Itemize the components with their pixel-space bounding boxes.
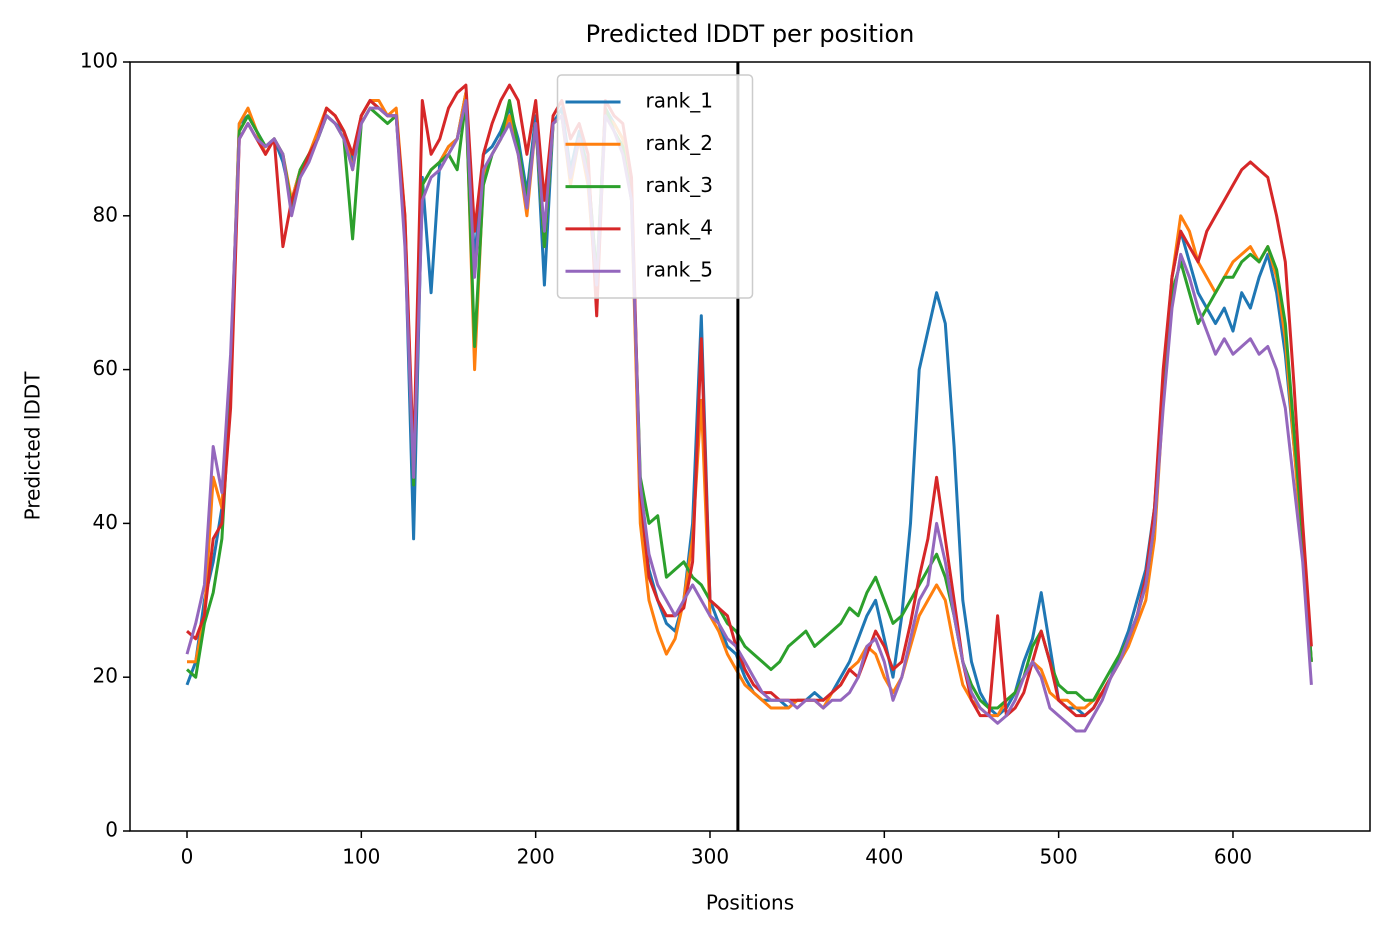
- legend-label: rank_5: [646, 258, 713, 282]
- x-tick-label: 200: [517, 845, 555, 869]
- legend-label: rank_1: [646, 89, 713, 113]
- plot-frame: [129, 61, 1371, 832]
- y-tick-label: 20: [93, 664, 118, 688]
- y-tick-label: 40: [93, 510, 118, 534]
- x-tick-label: 300: [691, 845, 729, 869]
- y-tick-label: 60: [93, 356, 118, 380]
- x-axis-label: Positions: [706, 891, 794, 915]
- legend-box: [556, 74, 754, 299]
- legend-label: rank_4: [646, 215, 713, 239]
- legend-label: rank_3: [646, 173, 713, 197]
- y-tick-label: 100: [80, 49, 118, 73]
- x-tick-label: 400: [865, 845, 903, 869]
- y-tick-label: 80: [93, 202, 118, 226]
- series-line: [185, 99, 1313, 733]
- x-tick-label: 600: [1214, 845, 1252, 869]
- chart-title: Predicted lDDT per position: [586, 20, 915, 48]
- x-tick-label: 100: [342, 845, 380, 869]
- x-tick-label: 500: [1040, 845, 1078, 869]
- legend-label: rank_2: [646, 131, 713, 155]
- x-tick-label: 0: [181, 845, 194, 869]
- y-axis-label: Predicted lDDT: [21, 371, 45, 521]
- y-tick-label: 0: [105, 818, 118, 842]
